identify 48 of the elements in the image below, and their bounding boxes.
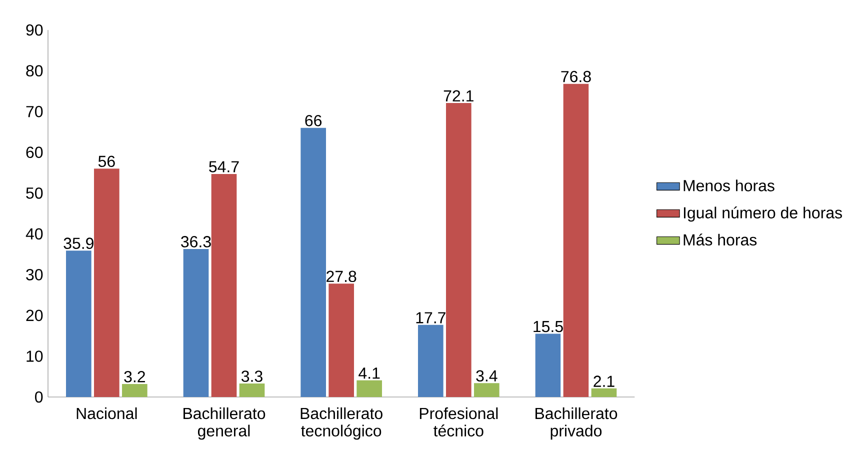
y-tick-label: 80 [26, 65, 43, 76]
legend-label: Igual número de horas [684, 206, 842, 222]
data-label: 66 [305, 114, 322, 126]
y-tick-label: 30 [26, 269, 43, 280]
data-label: 36.3 [181, 236, 211, 248]
y-tick-label: 40 [26, 228, 43, 240]
y-tick-label: 90 [26, 24, 43, 36]
data-label: 3.3 [241, 370, 262, 382]
y-tick-label: 60 [26, 146, 43, 158]
bar [239, 384, 265, 397]
data-label: 27.8 [326, 270, 356, 282]
data-label: 72.1 [444, 90, 474, 102]
data-label: 35.9 [64, 238, 94, 249]
legend-label: Más horas [684, 234, 757, 246]
bar [535, 334, 561, 397]
data-label: 3.4 [476, 370, 498, 382]
x-tick-label: Profesional técnico [420, 407, 498, 436]
x-tick-label: Bachillerato privado [536, 407, 618, 440]
x-tick-label: Bachillerato general [184, 407, 266, 440]
y-tick-label: 0 [35, 391, 43, 403]
data-label: 17.7 [416, 312, 446, 324]
x-tick-label: Bachillerato tecnológico [300, 407, 382, 440]
bar [591, 388, 617, 397]
bar [300, 128, 326, 397]
bar [94, 168, 120, 397]
y-tick-label: 20 [26, 310, 43, 322]
bar [474, 383, 500, 397]
bar [211, 174, 237, 397]
data-label: 2.1 [594, 376, 614, 387]
data-label: 15.5 [534, 321, 563, 332]
data-label: 56 [98, 156, 115, 168]
bar [122, 384, 148, 397]
bar [563, 84, 589, 397]
data-label: 4.1 [358, 368, 380, 379]
y-tick-label: 70 [26, 106, 43, 118]
bar [356, 380, 382, 397]
x-tick-label: Nacional [76, 407, 137, 420]
y-tick-label: 50 [26, 187, 43, 199]
bar [418, 324, 444, 397]
data-label: 76.8 [561, 70, 591, 82]
legend-label: Menos horas [684, 180, 774, 192]
bar [66, 250, 92, 397]
y-tick-label: 10 [26, 350, 43, 362]
bar [183, 248, 209, 397]
bar [328, 284, 354, 397]
data-label: 3.2 [124, 371, 145, 382]
bar [446, 102, 472, 397]
data-label: 54.7 [209, 161, 239, 172]
